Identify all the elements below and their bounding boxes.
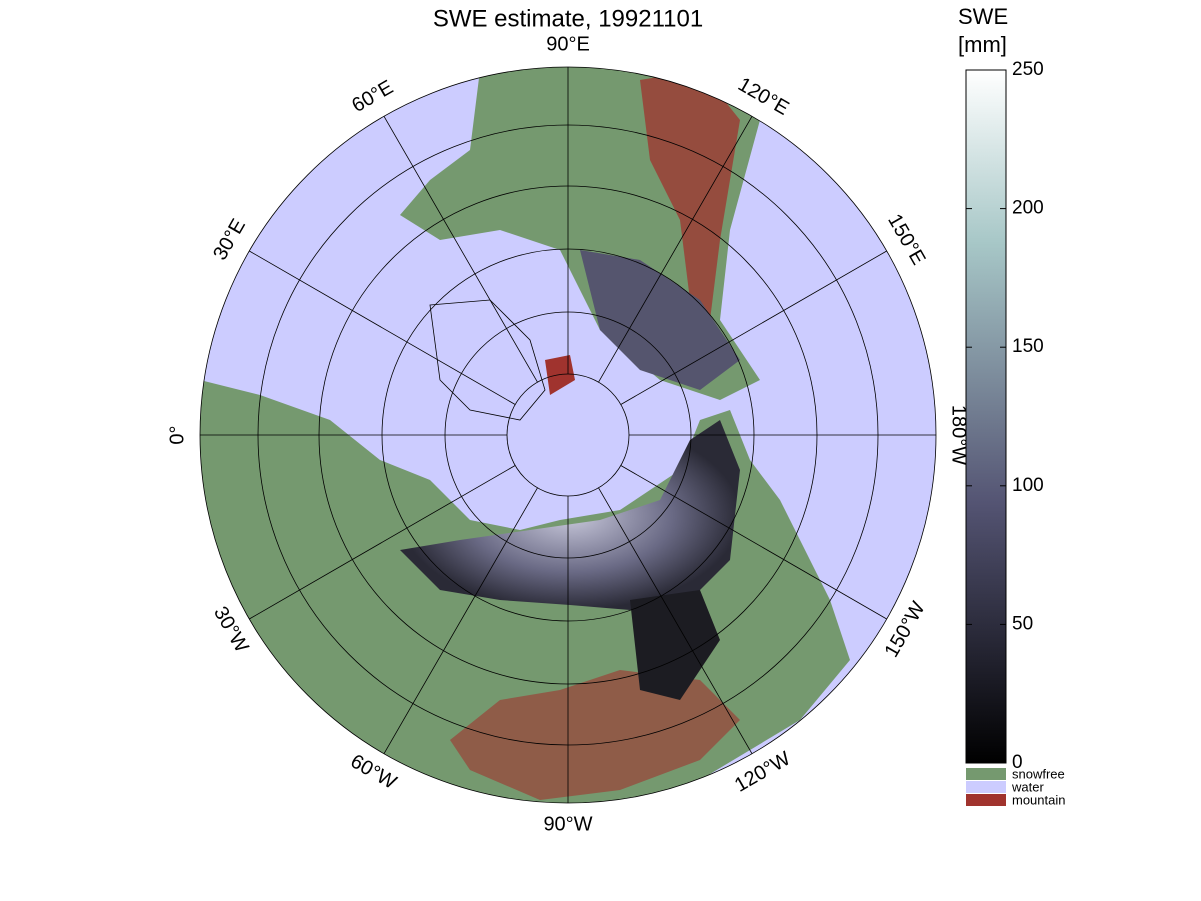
map-title: SWE estimate, 19921101: [433, 5, 703, 32]
legend-swatch: [966, 781, 1006, 793]
colorbar-tick-label: 50: [1012, 613, 1033, 634]
meridian-label: 90°W: [543, 813, 592, 835]
legend-swatch: [966, 794, 1006, 806]
colorbar-tick-label: 150: [1012, 336, 1044, 357]
meridian: [249, 465, 516, 620]
mountains-america: [640, 70, 740, 320]
colorbar-label: [mm]: [958, 32, 1007, 57]
greenland: [429, 299, 546, 421]
map-disc: [200, 67, 936, 803]
colorbar-tick-label: 100: [1012, 475, 1044, 496]
meridian: [620, 465, 887, 620]
meridian: [620, 250, 887, 405]
colorbar-tick-label: 250: [1012, 59, 1044, 80]
legend-label: snowfree: [1012, 766, 1065, 781]
meridian: [383, 116, 538, 383]
snow-siberia: [630, 590, 720, 700]
meridian-label: 0°: [166, 425, 188, 444]
meridian: [598, 116, 753, 383]
legend-swatch: [966, 768, 1006, 780]
snow-arctic: [580, 250, 740, 390]
meridian: [598, 487, 753, 754]
meridian-label: 180°W: [948, 405, 970, 465]
map-frame: [199, 66, 937, 804]
legend-label: water: [1011, 779, 1044, 794]
colorbar-axis: 0 50 100 150 200 250: [966, 59, 1044, 773]
mountains-asia: [450, 670, 740, 800]
legend-label: mountain: [1012, 792, 1065, 807]
colorbar-label: SWE: [958, 4, 1008, 29]
colorbar-tick-label: 200: [1012, 198, 1044, 219]
meridian-label: 60°E: [348, 76, 397, 117]
colorbar-tick-label: 0: [1012, 752, 1023, 773]
snow-cover: [400, 420, 740, 610]
meridian: [249, 250, 516, 405]
colorbar: [965, 69, 1007, 764]
meridian: [383, 487, 538, 754]
mountains-arctic: [545, 355, 575, 395]
meridian-label: 90°E: [546, 33, 590, 55]
meridian-label: 30°E: [209, 215, 250, 264]
